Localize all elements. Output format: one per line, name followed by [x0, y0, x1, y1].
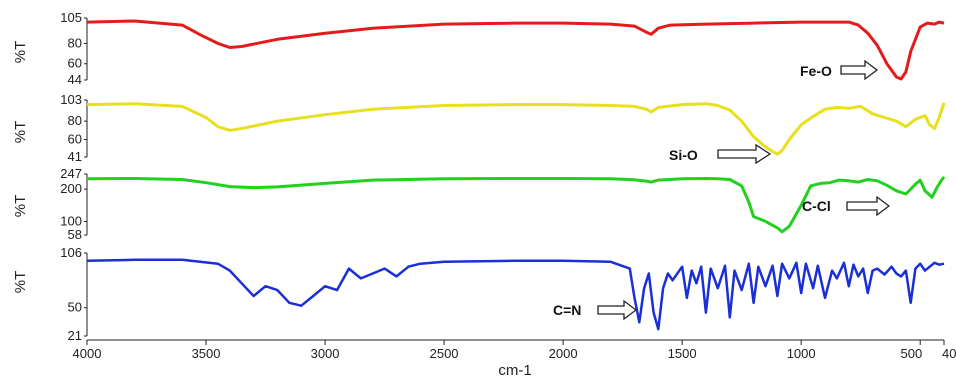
- annotation-c-n: C=N: [553, 302, 581, 318]
- annotation-c-cl: C-Cl: [802, 198, 831, 214]
- panel-4-ylabel: %T: [12, 271, 29, 294]
- arrow-right-icon: [846, 195, 891, 217]
- series-line-ccl: [86, 175, 946, 234]
- y-tick-label: 80: [68, 35, 82, 50]
- x-axis-label: cm-1: [498, 362, 531, 379]
- y-tick-label: 105: [60, 10, 82, 25]
- x-tick-label: 2500: [430, 346, 459, 361]
- x-tick-label: 4000: [73, 346, 102, 361]
- x-tick-label: 1000: [787, 346, 816, 361]
- annotation-si-o: Si-O: [669, 147, 698, 163]
- x-tick-label: 400: [942, 346, 956, 361]
- x-axis-ticks: 4000 3500 3000 2500 2000 1500 1000 500 400: [73, 340, 956, 361]
- annotation-fe-o: Fe-O: [800, 63, 832, 79]
- y-tick-label: 247: [60, 166, 82, 181]
- y-tick-label: 41: [68, 149, 82, 164]
- y-tick-label: 60: [68, 56, 82, 71]
- y-tick-label: 60: [68, 132, 82, 147]
- series-line-sio2: [86, 102, 946, 156]
- series-line-fe3o4: [86, 19, 945, 81]
- y-tick-label: 100: [60, 213, 82, 228]
- panel-3-ylabel: %T: [12, 195, 29, 218]
- y-tick-label: 44: [68, 72, 82, 87]
- y-tick-label: 103: [60, 92, 82, 107]
- panel-2-ylabel: %T: [12, 121, 29, 144]
- x-tick-label: 1500: [668, 346, 697, 361]
- y-tick-label: 80: [68, 113, 82, 128]
- arrow-right-icon: [717, 143, 772, 165]
- x-tick-label: 2000: [549, 346, 578, 361]
- arrow-right-icon: [597, 299, 638, 321]
- y-tick-label: 21: [68, 328, 82, 343]
- y-tick-label: 106: [60, 245, 82, 260]
- y-tick-label: 58: [68, 227, 82, 242]
- series-line-cn: [86, 258, 945, 331]
- arrow-right-icon: [840, 59, 879, 81]
- x-tick-label: 500: [900, 346, 922, 361]
- x-tick-label: 3500: [192, 346, 221, 361]
- panel-1-ylabel: %T: [12, 41, 29, 64]
- y-tick-label: 50: [68, 300, 82, 315]
- y-tick-label: 200: [60, 181, 82, 196]
- x-tick-label: 3000: [311, 346, 340, 361]
